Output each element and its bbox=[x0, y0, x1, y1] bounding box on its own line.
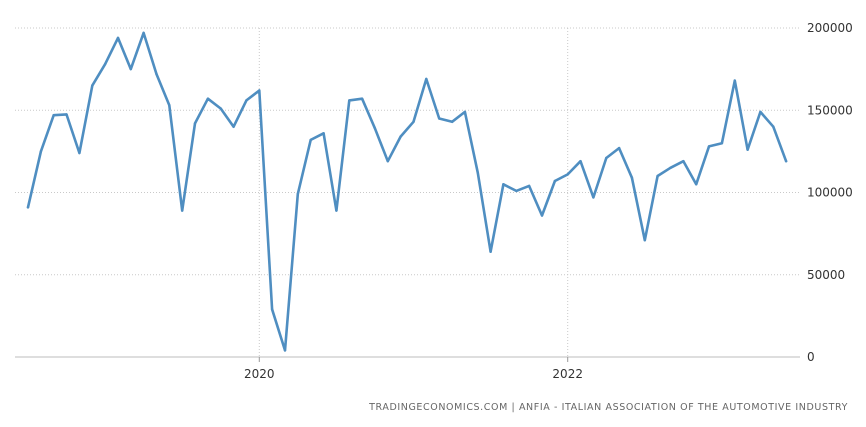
series-line bbox=[26, 31, 788, 352]
data-point bbox=[656, 174, 659, 178]
data-point bbox=[605, 156, 608, 160]
data-point bbox=[39, 150, 43, 153]
data-point bbox=[425, 77, 428, 81]
data-point bbox=[463, 110, 467, 114]
data-point bbox=[245, 99, 248, 102]
data-point bbox=[103, 62, 107, 66]
y-tick-label: 150000 bbox=[807, 103, 853, 117]
data-point bbox=[669, 166, 672, 169]
data-point bbox=[129, 67, 132, 71]
data-point bbox=[78, 151, 81, 155]
data-point bbox=[720, 142, 724, 145]
data-point bbox=[322, 132, 325, 135]
data-point bbox=[52, 114, 55, 117]
data-point bbox=[540, 214, 544, 217]
data-point bbox=[772, 125, 775, 128]
x-tick-label: 2020 bbox=[244, 367, 275, 381]
y-tick-label: 200000 bbox=[807, 21, 853, 35]
data-point bbox=[270, 308, 274, 311]
x-axis-ticks: 2020 2022 bbox=[244, 357, 583, 381]
data-point bbox=[746, 148, 749, 151]
data-point bbox=[630, 176, 634, 179]
data-point bbox=[360, 97, 364, 100]
data-point bbox=[309, 138, 312, 142]
data-point bbox=[527, 184, 531, 188]
data-point bbox=[476, 171, 479, 174]
source-credit: TRADINGECONOMICS.COM | ANFIA - ITALIAN A… bbox=[369, 402, 848, 413]
data-point bbox=[784, 160, 788, 163]
data-point bbox=[219, 107, 222, 110]
data-point bbox=[707, 145, 711, 148]
data-point bbox=[515, 189, 518, 193]
data-point bbox=[759, 110, 762, 114]
y-axis-ticks: 200000 150000 100000 50000 0 bbox=[807, 21, 853, 364]
data-point bbox=[142, 31, 145, 35]
data-point bbox=[412, 120, 415, 124]
data-point bbox=[489, 250, 492, 253]
y-tick-label: 50000 bbox=[807, 268, 845, 282]
data-point bbox=[26, 206, 30, 209]
data-point bbox=[579, 160, 582, 163]
data-point bbox=[617, 146, 621, 150]
data-point bbox=[553, 179, 557, 183]
data-point bbox=[258, 89, 261, 92]
data-point bbox=[592, 196, 595, 199]
data-point bbox=[155, 72, 158, 76]
data-point bbox=[181, 209, 184, 212]
data-point bbox=[695, 183, 698, 186]
data-point bbox=[296, 192, 299, 196]
grid-lines bbox=[15, 27, 800, 358]
data-point bbox=[206, 97, 210, 100]
x-tick-label: 2022 bbox=[552, 367, 583, 381]
data-point bbox=[386, 160, 389, 163]
data-point bbox=[373, 127, 377, 130]
y-tick-label: 100000 bbox=[807, 186, 853, 200]
y-tick-label: 0 bbox=[807, 350, 815, 364]
data-point bbox=[232, 125, 235, 128]
data-point bbox=[65, 113, 68, 116]
data-point bbox=[168, 104, 171, 107]
series-group bbox=[26, 31, 788, 352]
data-point bbox=[566, 173, 569, 176]
data-point bbox=[643, 239, 646, 242]
data-point bbox=[335, 209, 338, 212]
data-point bbox=[733, 79, 736, 82]
data-point bbox=[438, 117, 441, 120]
data-point bbox=[283, 349, 287, 352]
data-point bbox=[682, 160, 685, 163]
data-point bbox=[193, 122, 197, 125]
data-point bbox=[116, 36, 120, 40]
data-point bbox=[91, 84, 94, 87]
data-point bbox=[502, 183, 505, 186]
data-point bbox=[450, 120, 454, 124]
data-point bbox=[348, 99, 351, 102]
data-point bbox=[399, 135, 402, 138]
